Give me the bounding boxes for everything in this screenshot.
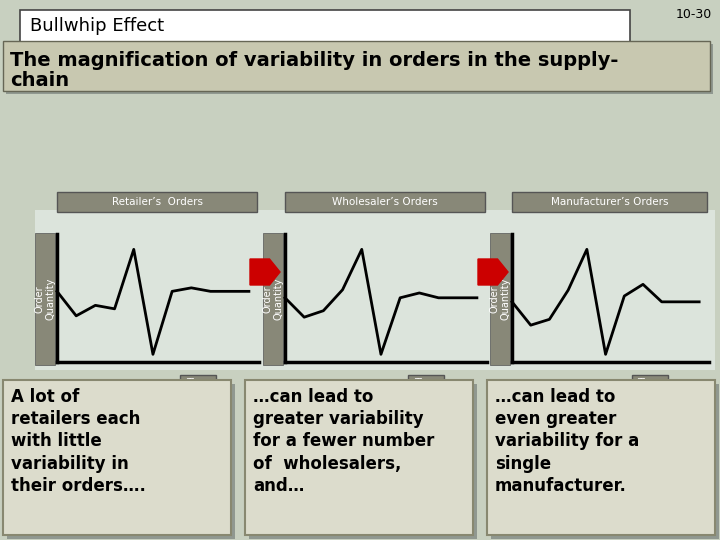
Text: Wholesaler’s Orders: Wholesaler’s Orders [332, 197, 438, 207]
FancyBboxPatch shape [3, 380, 231, 535]
FancyBboxPatch shape [487, 380, 715, 535]
Text: Time: Time [414, 377, 439, 388]
Bar [263, 210, 493, 370]
FancyBboxPatch shape [57, 192, 257, 212]
Text: 10-30: 10-30 [676, 8, 712, 21]
Text: Order
Quantity: Order Quantity [489, 278, 510, 320]
Text: Bullwhip Effect: Bullwhip Effect [30, 17, 164, 35]
FancyBboxPatch shape [245, 380, 473, 535]
Bar [7, 384, 235, 539]
Text: The magnification of variability in orders in the supply-: The magnification of variability in orde… [10, 51, 618, 70]
Polygon shape [478, 259, 508, 285]
Bar [491, 384, 719, 539]
FancyBboxPatch shape [20, 10, 630, 42]
FancyBboxPatch shape [512, 192, 707, 212]
Text: Order
Quantity: Order Quantity [262, 278, 284, 320]
FancyBboxPatch shape [181, 375, 217, 390]
Polygon shape [250, 259, 280, 285]
Text: …can lead to
even greater
variability for a
single
manufacturer.: …can lead to even greater variability fo… [495, 388, 639, 495]
Bar [249, 384, 477, 539]
Text: Retailer’s  Orders: Retailer’s Orders [112, 197, 202, 207]
Text: …can lead to
greater variability
for a fewer number
of  wholesalers,
and…: …can lead to greater variability for a f… [253, 388, 434, 495]
FancyBboxPatch shape [408, 375, 444, 390]
Text: chain: chain [10, 71, 69, 90]
FancyBboxPatch shape [632, 375, 668, 390]
FancyBboxPatch shape [285, 192, 485, 212]
Text: A lot of
retailers each
with little
variability in
their orders….: A lot of retailers each with little vari… [11, 388, 146, 495]
Text: Manufacturer’s Orders: Manufacturer’s Orders [551, 197, 668, 207]
FancyBboxPatch shape [3, 41, 710, 91]
Bar [490, 210, 715, 370]
FancyBboxPatch shape [263, 233, 283, 365]
Text: Time: Time [186, 377, 211, 388]
FancyBboxPatch shape [35, 233, 55, 365]
Bar [35, 210, 265, 370]
FancyBboxPatch shape [490, 233, 510, 365]
FancyBboxPatch shape [6, 44, 713, 94]
Text: Time: Time [637, 377, 662, 388]
Text: Order
Quantity: Order Quantity [34, 278, 56, 320]
